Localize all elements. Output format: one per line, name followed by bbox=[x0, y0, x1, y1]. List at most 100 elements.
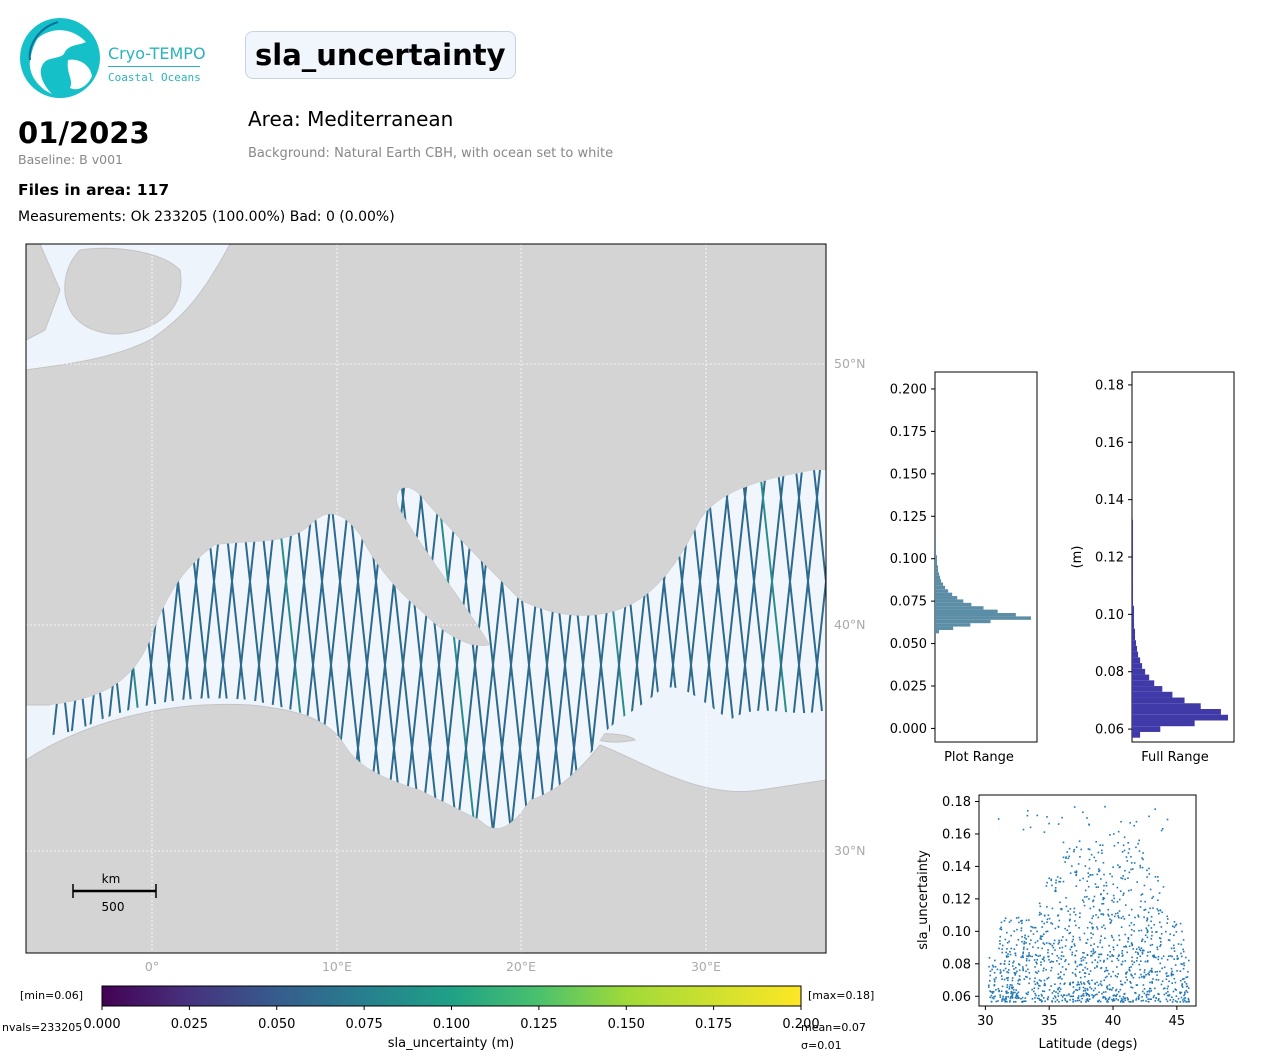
lat-label: 30°N bbox=[834, 843, 866, 858]
scatter-point bbox=[1139, 955, 1142, 958]
colorbar: 0.000 0.025 0.050 0.075 0.100 0.125 0.150 0.175… bbox=[2, 985, 874, 1052]
scatter-point bbox=[1106, 988, 1109, 990]
scatter-point bbox=[1071, 865, 1073, 867]
scatter-point bbox=[1100, 913, 1103, 915]
scatter-point bbox=[1087, 872, 1090, 874]
scatter-point bbox=[1135, 999, 1137, 1001]
scatter-point bbox=[1171, 996, 1173, 999]
scatter-point bbox=[1106, 892, 1109, 895]
scatter-point bbox=[1125, 973, 1128, 975]
scatter-point bbox=[1086, 993, 1088, 995]
scatter-point bbox=[1185, 1001, 1187, 1003]
scatter-point bbox=[1180, 952, 1182, 955]
scatter-point bbox=[1128, 871, 1131, 874]
scatter-point bbox=[1183, 977, 1185, 980]
colorbar-tick-label: 0.150 bbox=[608, 1017, 645, 1032]
scatter-point bbox=[1073, 806, 1076, 808]
scatter-point bbox=[1055, 991, 1057, 993]
scatter-point bbox=[1057, 823, 1060, 825]
scatter-point bbox=[1032, 946, 1034, 948]
histogram-bar bbox=[1132, 714, 1228, 721]
scatter-point bbox=[1082, 811, 1084, 814]
scatter-point bbox=[1073, 907, 1076, 910]
scatter-point bbox=[1097, 946, 1099, 948]
scatter-point bbox=[1062, 841, 1065, 844]
scatter-point bbox=[1125, 976, 1127, 979]
scatter-point bbox=[1096, 961, 1099, 964]
scatter-point bbox=[1018, 969, 1021, 972]
scatter-point bbox=[1139, 949, 1142, 952]
scatter-point bbox=[1065, 939, 1068, 941]
scatter-point bbox=[1009, 997, 1012, 1000]
scatter-point bbox=[1010, 934, 1012, 937]
scatter-point bbox=[1140, 894, 1143, 896]
scatter-point bbox=[1086, 895, 1088, 898]
background-note: Background: Natural Earth CBH, with ocea… bbox=[248, 146, 614, 161]
scatter-point bbox=[1075, 873, 1078, 876]
scatter-point bbox=[1157, 956, 1160, 958]
scatter-point bbox=[1165, 972, 1168, 975]
scatter-point bbox=[1010, 991, 1013, 994]
scatter-point bbox=[1083, 982, 1085, 984]
scatter-point bbox=[1095, 914, 1097, 916]
scatter-point bbox=[1022, 952, 1024, 955]
scatter-point bbox=[1036, 814, 1039, 817]
scatter-point bbox=[1121, 949, 1124, 952]
scatter-point bbox=[1170, 947, 1173, 950]
track-line bbox=[813, 470, 826, 829]
scatter-point bbox=[1148, 973, 1151, 976]
y-tick-label: 0.175 bbox=[890, 425, 927, 440]
scatter-point bbox=[1111, 955, 1114, 957]
scatter-point bbox=[998, 990, 1000, 993]
scatter-point bbox=[1033, 987, 1036, 989]
scatter-point bbox=[1187, 1000, 1189, 1003]
scatter-point bbox=[1091, 961, 1094, 964]
scatter-point bbox=[1061, 946, 1064, 949]
scatter-point bbox=[1057, 926, 1060, 928]
histogram-bar bbox=[935, 545, 937, 549]
scatter-point bbox=[1073, 850, 1075, 853]
scatter-point bbox=[1012, 961, 1014, 964]
scatter-point bbox=[997, 987, 1000, 990]
scatter-point bbox=[1021, 935, 1023, 938]
scatter-point bbox=[999, 969, 1002, 971]
scatter-point bbox=[1001, 998, 1003, 1001]
scatter-point bbox=[1018, 964, 1021, 966]
scatter-point bbox=[1130, 862, 1133, 864]
scatter-point bbox=[1017, 982, 1019, 985]
scatter-point bbox=[1131, 956, 1133, 959]
scatter-point bbox=[1018, 997, 1020, 999]
scatter-point bbox=[996, 968, 999, 971]
scatter-point bbox=[1135, 820, 1138, 823]
scatter-point bbox=[1110, 921, 1112, 923]
scatter-point bbox=[1024, 997, 1027, 999]
scatter-point bbox=[1013, 960, 1015, 963]
scatter-point bbox=[1111, 936, 1114, 939]
scatter-point bbox=[1069, 999, 1071, 1001]
scatter-point bbox=[1185, 976, 1187, 979]
scatter-point bbox=[1034, 941, 1037, 944]
scatter-point bbox=[1147, 911, 1150, 914]
y-tick-label: 0.000 bbox=[890, 722, 927, 737]
scatter-point bbox=[1092, 915, 1094, 917]
scatter-point bbox=[1022, 948, 1025, 950]
scatter-point bbox=[1025, 942, 1027, 944]
scatter-point bbox=[1028, 943, 1031, 945]
scatter-point bbox=[1059, 880, 1062, 883]
scatter-point bbox=[1165, 978, 1168, 981]
scatter-point bbox=[1151, 934, 1153, 937]
scatter-point bbox=[1041, 935, 1044, 938]
full-range-ylabel: (m) bbox=[1070, 546, 1085, 569]
scatter-point bbox=[1061, 999, 1064, 1002]
scatter-point bbox=[1140, 973, 1142, 976]
y-tick-label: 0.100 bbox=[890, 552, 927, 567]
scatter-point bbox=[1043, 960, 1046, 962]
scatter-point bbox=[1027, 991, 1030, 994]
scatter-point bbox=[1098, 870, 1100, 873]
scatter-point bbox=[1123, 992, 1126, 995]
scatter-point bbox=[1037, 970, 1040, 973]
scatter-point bbox=[1094, 883, 1097, 885]
scatter-point bbox=[1092, 905, 1095, 908]
scatter-point bbox=[1136, 881, 1139, 883]
scatter-point bbox=[1103, 979, 1106, 982]
